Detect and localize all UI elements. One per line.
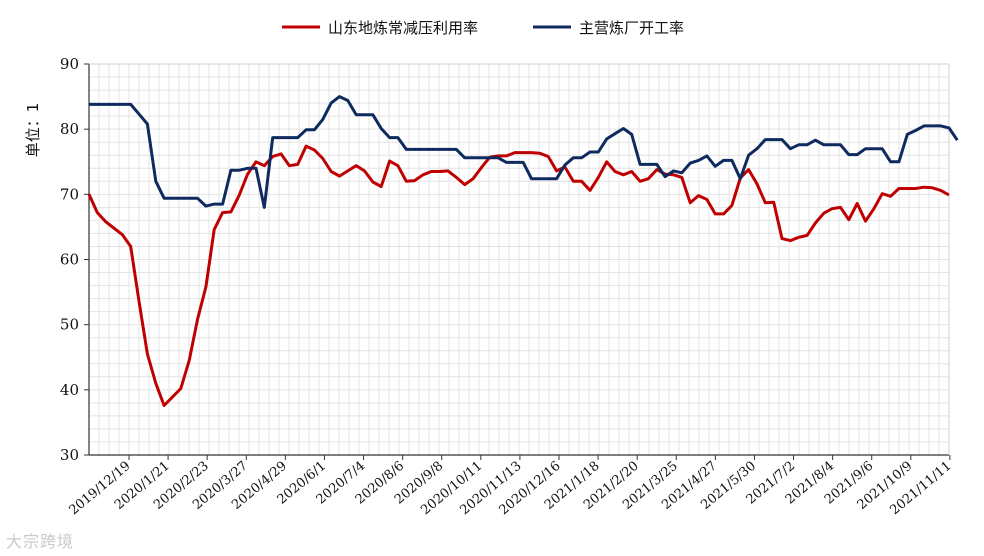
watermark-logo: 大宗跨境: [6, 532, 75, 551]
series-line-2: [89, 95, 959, 209]
legend-label-2: 主营炼厂开工率: [579, 19, 684, 37]
grid: [89, 64, 949, 455]
y-tick-label: 70: [60, 185, 79, 203]
axes: [84, 63, 951, 460]
y-tick-label: 80: [60, 120, 79, 138]
y-tick-labels: 30 40 50 60 70 80 90: [60, 55, 79, 464]
y-tick-label: 60: [60, 251, 79, 269]
y-tick-label: 50: [60, 316, 79, 334]
legend-label-1: 山东地炼常减压利用率: [328, 19, 478, 37]
series-lines: [87, 95, 959, 407]
x-tick-labels: 2019/12/192020/1/212020/2/232020/3/27202…: [67, 459, 955, 519]
y-tick-label: 30: [60, 446, 79, 464]
y-tick-label: 90: [60, 55, 79, 73]
series-line-1: [87, 144, 950, 407]
y-tick-label: 40: [60, 381, 79, 399]
y-axis-label: 单位：1: [24, 103, 42, 158]
legend: 山东地炼常减压利用率 主营炼厂开工率: [282, 19, 684, 37]
